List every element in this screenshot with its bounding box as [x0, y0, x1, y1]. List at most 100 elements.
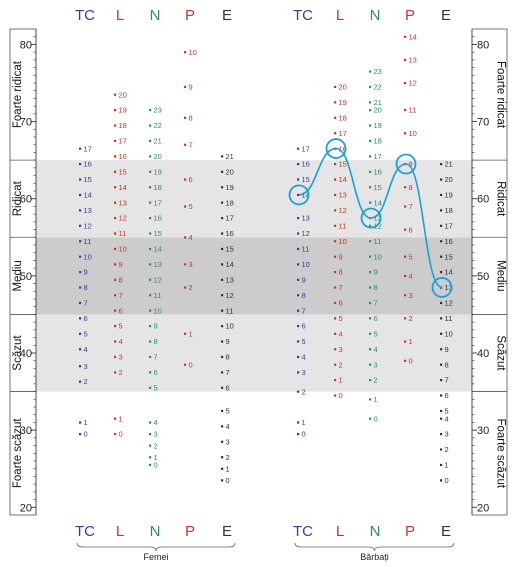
score-label: 21 [226, 152, 234, 161]
score-tick [440, 240, 443, 243]
column-header-bottom: L [116, 523, 124, 540]
score-label: 17 [84, 144, 92, 153]
score-label: 3 [374, 360, 378, 369]
score-tick [114, 355, 117, 359]
score-tick [334, 301, 337, 305]
axis-tick-label: 40 [477, 348, 489, 360]
profile-marker [360, 207, 382, 229]
score-label: 7 [189, 140, 193, 149]
score-tick [369, 417, 372, 420]
score-label: 3 [445, 430, 449, 439]
axis-tick-label: 60 [477, 194, 489, 206]
score-tick [149, 139, 152, 143]
score-tick [221, 425, 224, 428]
score-tick [334, 101, 337, 104]
score-tick [369, 139, 372, 143]
score-tick [114, 340, 117, 343]
score-label: 4 [226, 422, 230, 431]
group-labels: Femei Bărbați [76, 542, 455, 562]
score-tick [369, 363, 372, 366]
score-tick [149, 278, 152, 281]
score-label: 6 [409, 225, 413, 234]
score-label: 8 [154, 337, 158, 346]
score-tick [149, 355, 152, 359]
score-tick [369, 379, 372, 382]
score-label: 7 [302, 306, 306, 315]
score-label: 13 [445, 283, 453, 292]
score-scales: 0123456789101112131415161701234567891011… [79, 32, 453, 485]
score-label: 19 [339, 98, 347, 107]
score-tick [334, 379, 337, 382]
score-tick [297, 163, 300, 166]
score-label: 4 [374, 345, 378, 354]
score-label: 7 [84, 299, 88, 308]
score-label: 11 [374, 237, 382, 246]
score-label: 20 [339, 83, 347, 92]
score-label: 14 [154, 245, 162, 254]
score-label: 0 [154, 461, 158, 470]
score-tick [114, 109, 117, 112]
score-label: 7 [339, 283, 343, 292]
score-tick [79, 301, 82, 305]
score-tick [221, 456, 224, 459]
score-label: 4 [189, 233, 193, 242]
score-tick [114, 93, 117, 96]
score-label: 0 [409, 356, 413, 365]
score-tick [114, 278, 117, 281]
score-tick [221, 263, 224, 266]
score-label: 2 [154, 441, 158, 450]
score-label: 15 [226, 245, 234, 254]
score-label: 9 [154, 322, 158, 331]
score-tick [404, 35, 407, 38]
score-tick [221, 232, 224, 235]
score-label: 13 [84, 206, 92, 215]
score-label: 20 [374, 106, 382, 115]
score-label: 15 [154, 229, 162, 238]
score-tick [297, 309, 300, 312]
score-tick [149, 186, 152, 189]
axis-tick-label: 60 [20, 194, 32, 206]
column-header-bottom: L [336, 523, 344, 540]
score-tick [369, 186, 372, 189]
score-tick [184, 263, 187, 266]
score-tick [334, 178, 337, 181]
score-label: 9 [302, 275, 306, 284]
score-label: 10 [302, 260, 310, 269]
score-tick [369, 201, 372, 204]
score-tick [369, 124, 372, 127]
score-tick [79, 255, 82, 258]
score-tick [297, 294, 300, 297]
score-tick [440, 255, 443, 258]
score-tick [297, 421, 300, 424]
score-tick [369, 301, 372, 305]
band-label-right: Ridicat [495, 181, 507, 217]
axis-tick-label: 80 [20, 39, 32, 51]
score-label: 2 [445, 445, 449, 454]
score-tick [79, 286, 82, 289]
score-tick [114, 170, 117, 173]
score-label: 1 [226, 464, 230, 473]
score-label: 6 [339, 299, 343, 308]
score-tick [440, 479, 443, 482]
score-label: 17 [302, 144, 310, 153]
score-label: 3 [302, 368, 306, 377]
score-label: 15 [119, 167, 127, 176]
score-label: 1 [374, 395, 378, 404]
score-label: 7 [119, 291, 123, 300]
band-labels: Foarte scăzut Foarte scăzut Scăzut Scăzut Me… [12, 60, 507, 489]
column-header-bottom: P [405, 523, 415, 540]
score-label: 18 [119, 121, 127, 130]
score-label: 2 [226, 453, 230, 462]
score-label: 2 [339, 360, 343, 369]
score-label: 19 [226, 183, 234, 192]
profile-line [298, 147, 443, 289]
score-label: 12 [226, 291, 234, 300]
score-tick [114, 309, 117, 312]
score-label: 18 [374, 137, 382, 146]
axis-tick-label: 40 [20, 348, 32, 360]
score-tick [334, 163, 337, 166]
score-tick [404, 186, 407, 189]
score-tick [369, 170, 372, 173]
score-tick [369, 240, 372, 243]
